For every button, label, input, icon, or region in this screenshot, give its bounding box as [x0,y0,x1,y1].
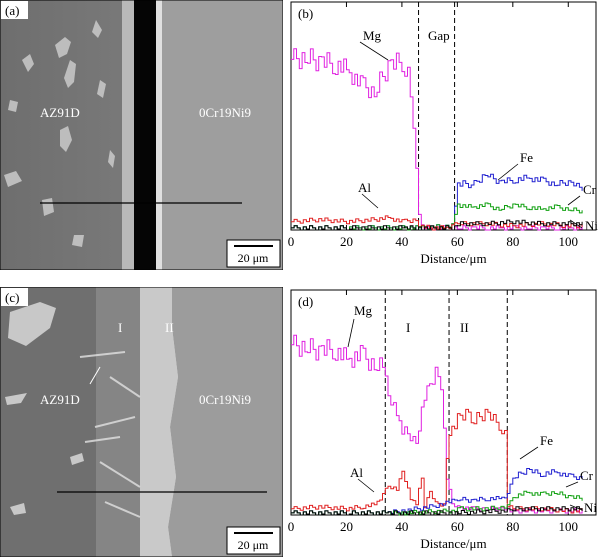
series-line-al [291,215,583,231]
series-label-cr: Cr [583,182,597,197]
plot-frame [290,1,597,231]
right-material-label: 0Cr19Ni9 [199,105,251,120]
left-material-label: AZ91D [40,392,80,407]
panel-d-chart: (d) I II 0 20 40 60 80 100 Distance/μm Mg Al Fe Cr Ni [288,287,600,559]
zone-2-label: II [165,320,174,335]
x-tick-label: 40 [395,234,408,249]
leader-line [359,41,389,61]
panel-a-micrograph: (a) AZ91D 0Cr19Ni9 20 μm [0,0,283,270]
scale-bar-label: 20 μm [238,251,269,265]
x-tick-label: 100 [559,519,579,534]
left-material-label: AZ91D [40,105,80,120]
x-tick-label: 80 [506,234,519,249]
region-label: Gap [428,28,450,43]
x-tick-label: 40 [395,519,408,534]
series-line-ni [291,506,583,516]
x-tick-label: 80 [506,519,519,534]
micrograph-a-image: (a) AZ91D 0Cr19Ni9 20 μm [0,0,283,270]
zone-1-label: I [118,320,122,335]
series-label-cr: Cr [580,468,594,483]
series-label-al: Al [350,465,363,480]
series-label-al: Al [358,180,371,195]
x-tick-label: 20 [340,234,353,249]
x-tick-label: 100 [559,234,579,249]
x-tick-label: 0 [288,519,294,534]
panel-b-chart: (b) Gap 0 20 40 60 80 100 Distance/μm Mg Fe Cr Al Ni [288,0,600,275]
right-material-label: 0Cr19Ni9 [199,392,251,407]
series-label-ni: Ni [584,500,597,515]
micrograph-c-image: (c) I II AZ91D 0Cr19Ni9 20 μm [0,287,283,557]
leader-line [569,219,583,229]
series-line-mg [291,334,583,514]
leader-line [361,193,379,209]
leader-line [569,504,583,511]
leader-line [567,195,581,206]
panel-letter: (b) [298,6,313,21]
panel-c-micrograph: (c) I II AZ91D 0Cr19Ni9 20 μm [0,287,283,557]
x-tick-label: 20 [340,519,353,534]
panel-letter: (c) [5,290,19,305]
series-line-ni [291,219,583,231]
leader-line [357,478,375,493]
series-label-fe: Fe [520,150,533,165]
panel-letter: (d) [298,294,313,309]
leader-line [347,318,355,348]
panel-letter: (a) [5,3,19,18]
series-label-ni: Ni [585,218,598,233]
scale-bar-label: 20 μm [238,538,269,552]
line-scan-chart-b: (b) Gap 0 20 40 60 80 100 Distance/μm Mg Fe Cr Al Ni [288,1,598,266]
x-axis-label: Distance/μm [420,536,486,551]
x-axis-label: Distance/μm [420,251,486,266]
region-label: II [460,320,469,335]
series-line-al [291,408,583,514]
region-label: I [406,320,410,335]
x-tick-label: 0 [288,234,294,249]
leader-line [497,163,519,181]
series-label-mg: Mg [354,303,373,318]
x-tick-label: 60 [451,519,464,534]
leader-line [519,446,539,460]
x-tick-label: 60 [451,234,464,249]
series-label-mg: Mg [363,28,382,43]
series-label-fe: Fe [540,433,553,448]
leader-line [565,481,579,488]
